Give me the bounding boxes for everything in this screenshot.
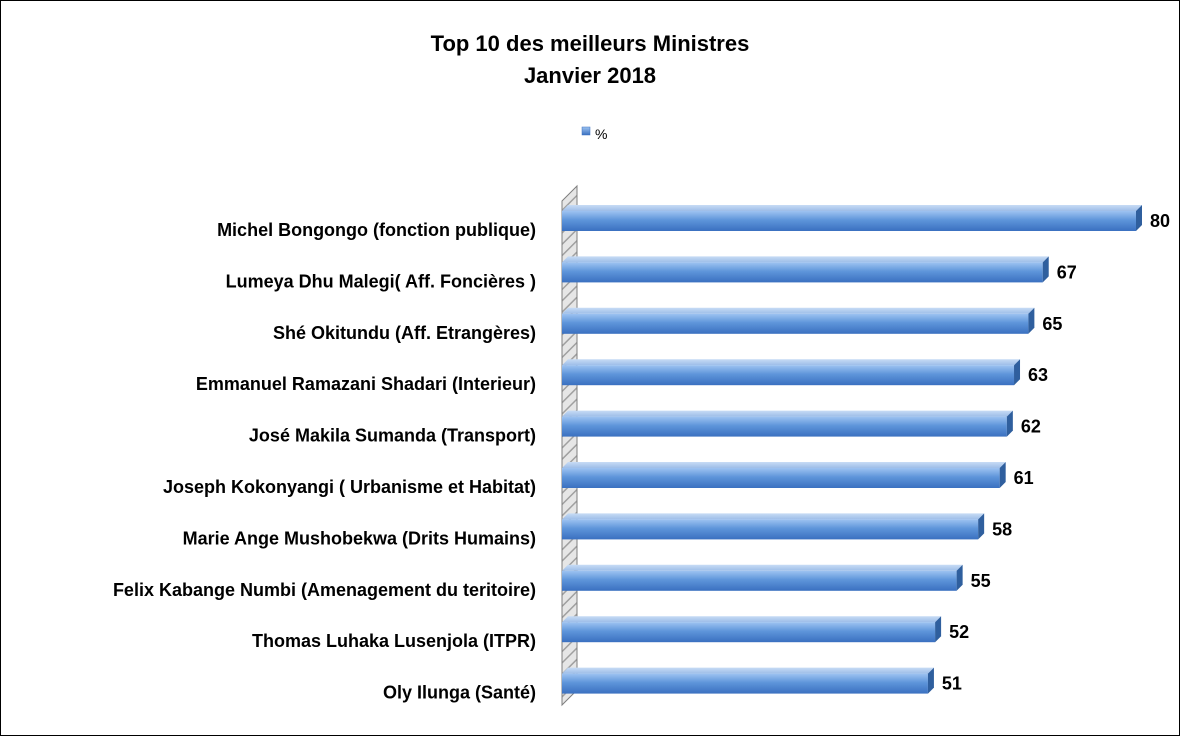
bar-top-face — [562, 359, 1021, 366]
category-label: Felix Kabange Numbi (Amenagement du teri… — [113, 580, 536, 600]
value-label: 80 — [1150, 211, 1170, 231]
category-label: José Makila Sumanda (Transport) — [249, 426, 536, 446]
bar-side-face — [1136, 205, 1142, 231]
bar-top-face — [562, 256, 1049, 263]
bar-side-face — [927, 667, 934, 694]
bar-front-face — [562, 468, 1000, 488]
bar-side-face — [1042, 256, 1049, 283]
bar-side-face — [1028, 307, 1035, 334]
value-label: 52 — [949, 622, 969, 642]
value-label: 51 — [942, 674, 962, 694]
bar-top-face — [562, 205, 1142, 211]
bar — [562, 462, 1006, 488]
category-label: Marie Ange Mushobekwa (Drits Humains) — [183, 528, 536, 548]
bar — [562, 616, 942, 643]
bar-top-face — [562, 462, 1006, 468]
bar-side-face — [1006, 410, 1013, 437]
bar-side-face — [999, 462, 1006, 488]
bar-front-face — [562, 262, 1043, 283]
bar-front-face — [562, 622, 936, 643]
legend-label: % — [595, 126, 607, 142]
category-label: Thomas Luhaka Lusenjola (ITPR) — [252, 631, 536, 651]
category-label: Emmanuel Ramazani Shadari (Interieur) — [196, 374, 536, 394]
category-label: Shé Okitundu (Aff. Etrangères) — [273, 323, 536, 343]
bar-front-face — [562, 416, 1007, 437]
bar-side-face — [935, 616, 942, 643]
category-labels: Michel Bongongo (fonction publique) Lumey… — [113, 220, 536, 703]
chart-title-line-1: Top 10 des meilleurs Ministres — [431, 31, 750, 56]
bar-front-face — [562, 365, 1015, 386]
bar-top-face — [562, 307, 1035, 314]
value-label: 67 — [1057, 262, 1077, 282]
value-label: 65 — [1042, 314, 1062, 334]
value-label: 61 — [1014, 468, 1034, 488]
bar-side-face — [1014, 359, 1021, 386]
category-label: Joseph Kokonyangi ( Urbanisme et Habitat… — [163, 477, 536, 497]
bar — [562, 564, 963, 591]
bar — [562, 410, 1013, 437]
bar — [562, 307, 1035, 334]
bar-side-face — [978, 513, 985, 540]
bar — [562, 205, 1142, 231]
bar — [562, 513, 985, 540]
legend-swatch — [581, 126, 591, 136]
bar-top-face — [562, 616, 942, 623]
bar-front-face — [562, 673, 928, 694]
bar-side-face — [956, 564, 963, 591]
value-label: 63 — [1028, 365, 1048, 385]
bars-layer — [562, 205, 1142, 694]
bar-front-face — [562, 519, 979, 540]
legend: % — [581, 126, 607, 142]
bar-front-face — [562, 313, 1029, 334]
value-label: 55 — [971, 571, 991, 591]
bar — [562, 359, 1021, 386]
value-labels: 80 67 65 63 62 61 58 55 52 51 — [942, 211, 1170, 694]
bar — [562, 667, 934, 694]
category-label: Oly Ilunga (Santé) — [383, 683, 536, 703]
bar-top-face — [562, 667, 934, 674]
category-label: Michel Bongongo (fonction publique) — [217, 220, 536, 240]
bar — [562, 256, 1049, 283]
bar-top-face — [562, 513, 985, 520]
value-label: 62 — [1021, 417, 1041, 437]
category-label: Lumeya Dhu Malegi( Aff. Foncières ) — [226, 271, 536, 291]
bar-front-face — [562, 570, 957, 591]
value-label: 58 — [992, 519, 1012, 539]
chart-title-line-2: Janvier 2018 — [524, 63, 656, 88]
bar-top-face — [562, 564, 963, 571]
bar-front-face — [562, 211, 1136, 231]
bar-top-face — [562, 410, 1013, 417]
